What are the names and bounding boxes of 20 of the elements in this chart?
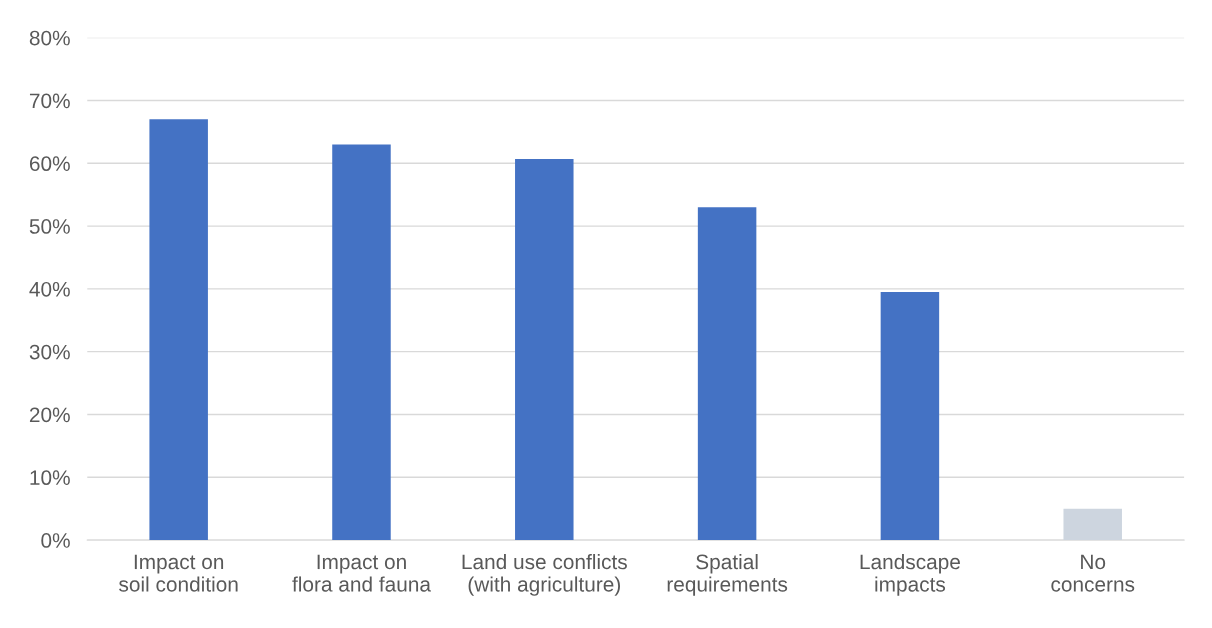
y-tick-label: 80% [29, 30, 70, 46]
y-tick-label: 60% [29, 156, 70, 172]
x-tick-label: No concerns [1051, 554, 1135, 592]
y-tick-label: 50% [29, 219, 70, 234]
bar [515, 158, 574, 541]
bar [697, 207, 757, 541]
x-tick-label: Impact on flora and fauna [292, 554, 431, 592]
x-tick-label: Impact on soil condition [119, 554, 238, 592]
x-tick-label: Spatial requirements [667, 553, 788, 596]
y-tick-label: 40% [29, 281, 70, 297]
bar [149, 119, 208, 541]
bar [332, 144, 391, 541]
y-tick-label: 70% [29, 93, 70, 109]
y-tick-label: 0% [41, 533, 70, 548]
x-tick-label: Land use conflicts (with agriculture) [462, 553, 627, 596]
y-tick-label: 20% [29, 407, 70, 423]
y-tick-label: 30% [29, 344, 70, 360]
y-tick-label: 10% [30, 470, 70, 486]
bar [880, 292, 940, 541]
x-tick-label: Landscape impacts [860, 553, 960, 596]
